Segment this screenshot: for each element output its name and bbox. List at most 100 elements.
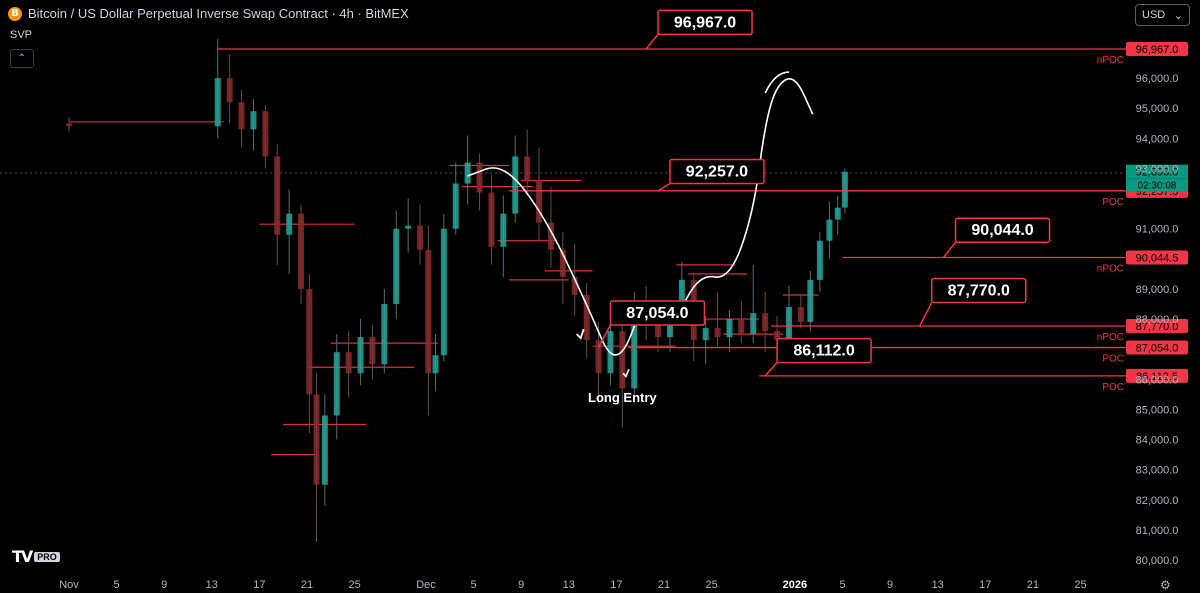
candle-body xyxy=(834,207,841,220)
price-tick-label: 91,000.0 xyxy=(1136,224,1179,236)
candle-body xyxy=(762,313,769,332)
callout-box xyxy=(609,300,706,326)
candle xyxy=(321,394,328,506)
time-tick-label: 13 xyxy=(206,579,218,591)
price-tick-label: 94,000.0 xyxy=(1136,133,1179,145)
candle-body xyxy=(262,111,269,157)
candle xyxy=(702,316,709,365)
candle xyxy=(826,201,833,259)
candle xyxy=(807,270,814,332)
time-tick-label: 21 xyxy=(658,579,670,591)
countdown-tag xyxy=(1126,178,1188,192)
candle-body xyxy=(393,228,400,305)
candle xyxy=(417,204,424,265)
candle xyxy=(797,294,804,329)
candle-body xyxy=(571,276,578,295)
chevron-down-icon: ⌄ xyxy=(1173,9,1183,22)
level-tag: nPOC xyxy=(1097,263,1124,274)
candle xyxy=(619,316,626,428)
candle-body xyxy=(333,352,340,416)
candle-body xyxy=(313,394,320,485)
candle xyxy=(762,291,769,353)
candle xyxy=(488,174,495,265)
projected-path: Long Entry xyxy=(467,71,814,405)
candle-body xyxy=(536,180,543,223)
bitcoin-icon: B xyxy=(8,6,22,21)
candle xyxy=(250,99,257,151)
candle xyxy=(66,117,72,133)
candle xyxy=(476,153,483,211)
callout-pointer xyxy=(657,182,671,192)
level-price-tag xyxy=(1126,250,1188,265)
time-tick-label: Dec xyxy=(416,579,436,591)
candle-body xyxy=(702,328,709,341)
time-tick-label: 21 xyxy=(1027,579,1039,591)
time-tick-label: 9 xyxy=(887,579,893,591)
candle-body xyxy=(797,307,804,323)
candle xyxy=(405,198,412,253)
candle xyxy=(500,195,507,277)
candle-body xyxy=(524,156,531,181)
callout-value: 92,257.0 xyxy=(686,163,748,180)
callout-pointer xyxy=(645,33,659,50)
time-tick-label: 9 xyxy=(161,579,167,591)
candle xyxy=(298,204,305,305)
last-price-label: 92,893.0 xyxy=(1136,167,1179,179)
chevron-up-icon[interactable]: ⌃ xyxy=(10,49,34,68)
symbol-title[interactable]: Bitcoin / US Dollar Perpetual Inverse Sw… xyxy=(28,6,409,21)
time-tick-label: 21 xyxy=(301,579,313,591)
candle-body xyxy=(226,78,233,103)
candle xyxy=(226,54,233,124)
check-mark-icon xyxy=(576,328,585,340)
time-tick-label: 25 xyxy=(348,579,360,591)
time-tick-label: 17 xyxy=(610,579,622,591)
indicator-label[interactable]: SVP xyxy=(10,29,33,41)
callout-box xyxy=(931,277,1027,304)
gear-icon[interactable]: ⚙ xyxy=(1160,578,1171,592)
projection-curve xyxy=(467,78,814,356)
price-tick-label: 80,000.0 xyxy=(1136,555,1179,567)
candle xyxy=(583,282,590,359)
currency-selector[interactable]: USD ⌄ xyxy=(1135,4,1190,26)
candle xyxy=(464,135,471,205)
level-price-label: 90,044.5 xyxy=(1136,252,1179,264)
logo-mark: TV xyxy=(12,547,33,566)
candle-body xyxy=(678,279,685,317)
price-axis: 96,000.0 95,000.0 94,000.0 93,000.0 91,000.0… xyxy=(1136,73,1179,567)
level-price-label: 96,967.0 xyxy=(1136,44,1179,56)
candle-body xyxy=(432,355,439,374)
candle-body xyxy=(619,331,626,389)
candle-body xyxy=(807,279,814,323)
callout-value: 90,044.0 xyxy=(971,222,1033,239)
candle xyxy=(816,231,823,292)
candle xyxy=(750,264,757,344)
candle-body xyxy=(425,249,432,374)
time-tick-label: 5 xyxy=(839,579,845,591)
candle xyxy=(559,231,566,305)
candle-body xyxy=(666,316,673,338)
price-tick-label: 85,000.0 xyxy=(1136,404,1179,416)
candle xyxy=(714,291,721,347)
level-tag: POC xyxy=(1102,354,1124,365)
candle-body xyxy=(547,222,554,250)
candle-body xyxy=(66,123,72,127)
callout-pointer xyxy=(942,241,957,258)
level-tag: POC xyxy=(1102,382,1124,393)
callout-box xyxy=(669,158,765,185)
level-price-tag xyxy=(1126,368,1188,383)
candle xyxy=(306,273,313,434)
candle-body xyxy=(381,304,388,365)
level-tag: nPOC xyxy=(1097,332,1124,343)
candle-body xyxy=(452,183,459,229)
callout-pointer xyxy=(597,324,612,348)
candle xyxy=(595,322,602,404)
time-tick-label: 25 xyxy=(1074,579,1086,591)
time-tick-label: 5 xyxy=(114,579,120,591)
candle-body xyxy=(298,213,305,289)
pro-badge: PRO xyxy=(34,551,60,562)
candle-body xyxy=(631,310,638,389)
candle-body xyxy=(726,319,733,338)
level-price-label: 87,054.0 xyxy=(1136,343,1179,355)
candle-body xyxy=(306,288,313,395)
